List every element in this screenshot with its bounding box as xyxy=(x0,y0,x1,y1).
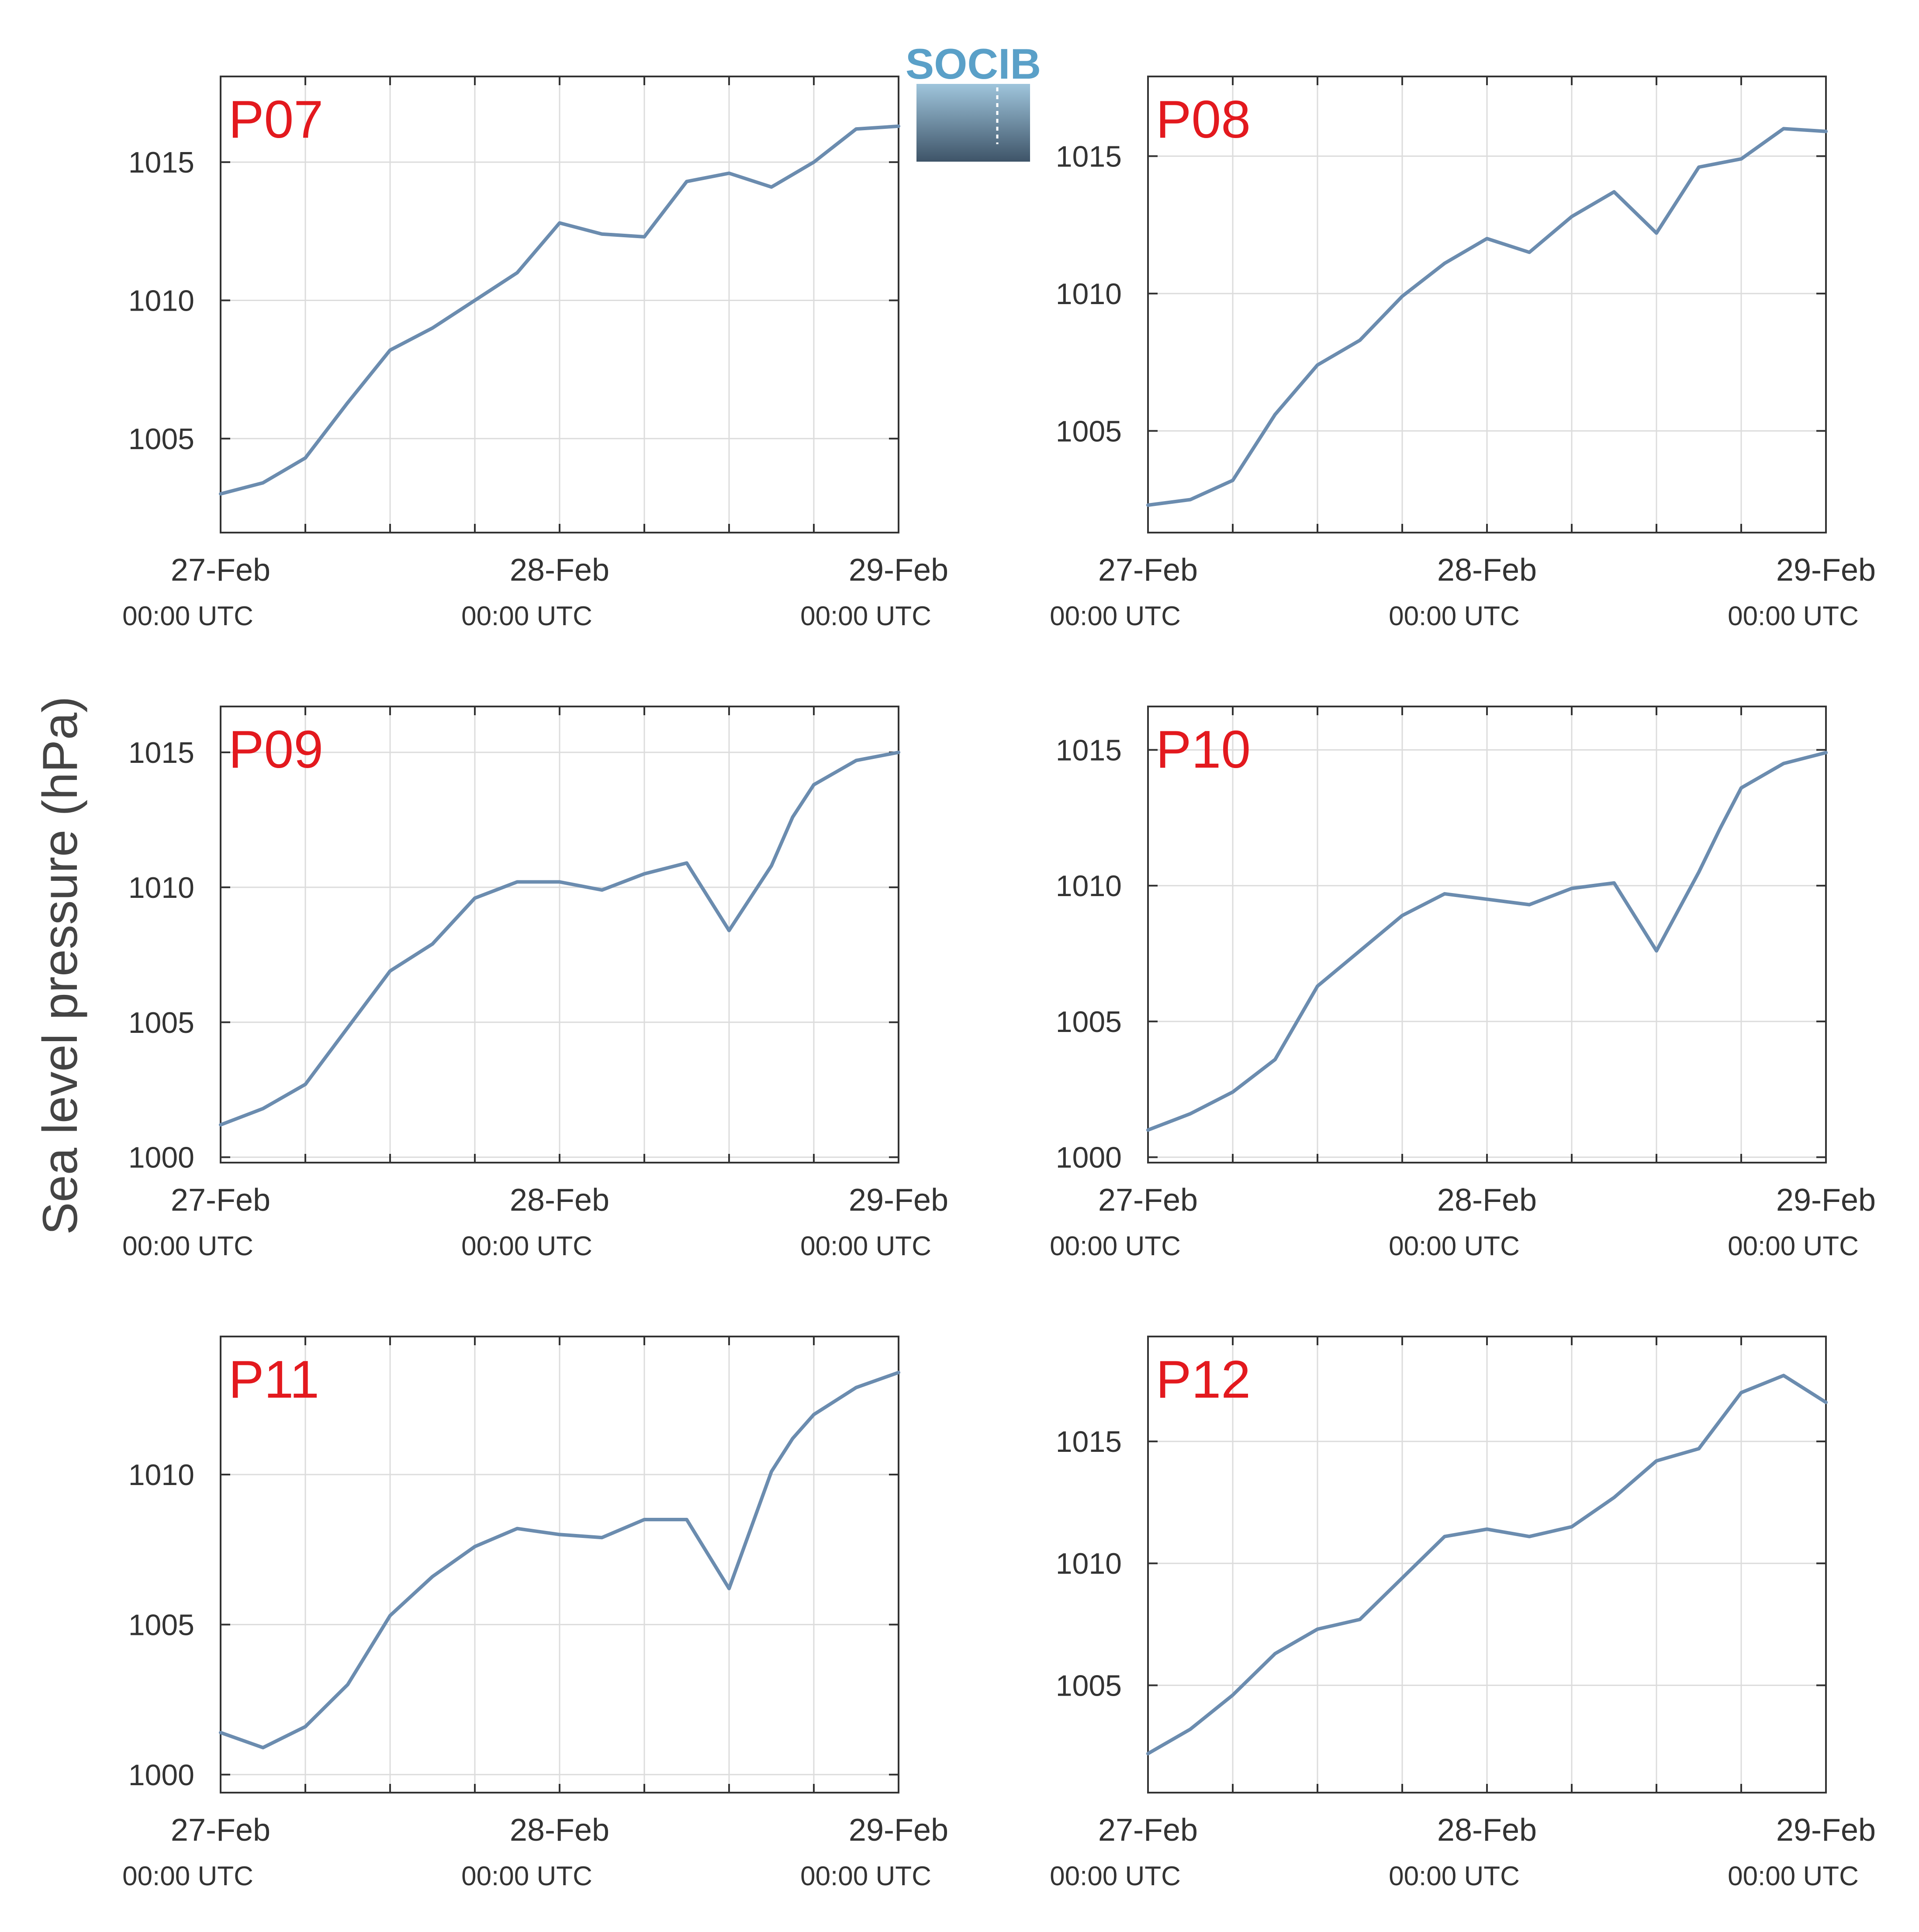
y-tick-label: 1010 xyxy=(128,1458,194,1492)
y-tick-label: 1005 xyxy=(128,1608,194,1641)
x-tick-label-time: 00:00 UTC xyxy=(122,1861,253,1891)
x-tick-label-time: 00:00 UTC xyxy=(122,601,253,631)
x-tick-label-time: 00:00 UTC xyxy=(1050,1861,1181,1891)
y-tick-label: 1010 xyxy=(1056,277,1122,311)
x-tick-label-time: 00:00 UTC xyxy=(1389,1231,1520,1261)
x-tick-label-time: 00:00 UTC xyxy=(461,1231,592,1261)
y-tick-label: 1015 xyxy=(128,146,194,179)
panel-label-p10: P10 xyxy=(1156,720,1251,779)
y-tick-label: 1000 xyxy=(1056,1141,1122,1174)
x-tick-label-date: 27-Feb xyxy=(1098,553,1198,588)
x-tick-label-time: 00:00 UTC xyxy=(1389,601,1520,631)
x-tick-label-time: 00:00 UTC xyxy=(800,1231,931,1261)
x-tick-label-date: 29-Feb xyxy=(1776,553,1876,588)
chart-panel-p08: 1005 1010 1015 27-Feb 00:00 UTC 28-Feb 00:00 U… xyxy=(1050,76,1876,631)
panel-label-p09: P09 xyxy=(228,720,323,779)
y-tick-label: 1015 xyxy=(1056,140,1122,173)
x-tick-label-time: 00:00 UTC xyxy=(122,1231,253,1261)
series-line-p11 xyxy=(219,1371,900,1749)
x-tick-label-date: 28-Feb xyxy=(510,1183,609,1218)
x-tick-label-date: 28-Feb xyxy=(1437,1183,1537,1218)
series-line-p09 xyxy=(219,751,900,1127)
chart-panel-p12: 1005 1010 1015 27-Feb 00:00 UTC 28-Feb 00:00 U… xyxy=(1050,1336,1876,1891)
y-tick-label: 1005 xyxy=(128,422,194,456)
x-tick-label-date: 27-Feb xyxy=(1098,1813,1198,1848)
x-tick-label-date: 29-Feb xyxy=(849,553,948,588)
panel-label-p12: P12 xyxy=(1156,1350,1251,1409)
y-tick-label: 1010 xyxy=(128,284,194,318)
x-tick-label-time: 00:00 UTC xyxy=(1050,1231,1181,1261)
x-tick-label-date: 27-Feb xyxy=(171,1813,270,1848)
y-tick-label: 1015 xyxy=(128,736,194,769)
x-tick-label-time: 00:00 UTC xyxy=(800,1861,931,1891)
y-tick-label: 1015 xyxy=(1056,1425,1122,1458)
y-tick-label: 1005 xyxy=(1056,415,1122,448)
x-tick-label-time: 00:00 UTC xyxy=(1050,601,1181,631)
y-tick-label: 1010 xyxy=(128,871,194,904)
x-tick-label-date: 27-Feb xyxy=(171,553,270,588)
y-tick-label: 1010 xyxy=(1056,869,1122,903)
socib-logo-text: SOCIB xyxy=(906,40,1041,88)
y-tick-label: 1005 xyxy=(1056,1005,1122,1039)
series-line-p07 xyxy=(219,124,900,496)
y-tick-label: 1015 xyxy=(1056,734,1122,767)
x-tick-label-date: 29-Feb xyxy=(1776,1183,1876,1218)
panel-label-p11: P11 xyxy=(228,1350,319,1409)
x-tick-label-time: 00:00 UTC xyxy=(461,601,592,631)
x-tick-label-time: 00:00 UTC xyxy=(800,601,931,631)
y-tick-label: 1005 xyxy=(128,1006,194,1039)
x-tick-label-date: 28-Feb xyxy=(510,1813,609,1848)
x-tick-label-time: 00:00 UTC xyxy=(461,1861,592,1891)
chart-panel-p10: 1000 1005 1010 1015 27-Feb 00:00 UTC 28-Feb 00:… xyxy=(1050,706,1876,1261)
socib-logo-block xyxy=(916,84,1030,162)
series-line-p10 xyxy=(1146,751,1828,1132)
chart-panel-p11: 1000 1005 1010 27-Feb 00:00 UTC 28-Feb 00:00 U… xyxy=(122,1336,948,1891)
x-tick-label-time: 00:00 UTC xyxy=(1728,601,1859,631)
series-line-p12 xyxy=(1146,1374,1828,1755)
x-tick-label-time: 00:00 UTC xyxy=(1389,1861,1520,1891)
x-tick-label-date: 28-Feb xyxy=(1437,553,1537,588)
y-axis-label: Sea level pressure (hPa) xyxy=(33,696,87,1235)
panels: 1005 1010 1015 27-Feb 00:00 UTC 28-Feb 00:00 U… xyxy=(122,76,1876,1891)
panel-label-p08: P08 xyxy=(1156,90,1251,149)
x-tick-label-time: 00:00 UTC xyxy=(1728,1861,1859,1891)
y-tick-label: 1000 xyxy=(128,1759,194,1792)
chart-panel-p09: 1000 1005 1010 1015 27-Feb 00:00 UTC 28-Feb 00:… xyxy=(122,706,948,1261)
x-tick-label-date: 27-Feb xyxy=(171,1183,270,1218)
y-tick-label: 1000 xyxy=(128,1141,194,1174)
x-tick-label-time: 00:00 UTC xyxy=(1728,1231,1859,1261)
x-tick-label-date: 29-Feb xyxy=(849,1813,948,1848)
chart-panel-p07: 1005 1010 1015 27-Feb 00:00 UTC 28-Feb 00:00 U… xyxy=(122,76,948,631)
x-tick-label-date: 28-Feb xyxy=(510,553,609,588)
series-line-p08 xyxy=(1146,127,1828,507)
x-tick-label-date: 27-Feb xyxy=(1098,1183,1198,1218)
panel-label-p07: P07 xyxy=(228,90,323,149)
x-tick-label-date: 29-Feb xyxy=(1776,1813,1876,1848)
x-tick-label-date: 28-Feb xyxy=(1437,1813,1537,1848)
socib-logo: SOCIB xyxy=(906,40,1041,162)
y-tick-label: 1010 xyxy=(1056,1547,1122,1580)
x-tick-label-date: 29-Feb xyxy=(849,1183,948,1218)
y-tick-label: 1005 xyxy=(1056,1669,1122,1702)
